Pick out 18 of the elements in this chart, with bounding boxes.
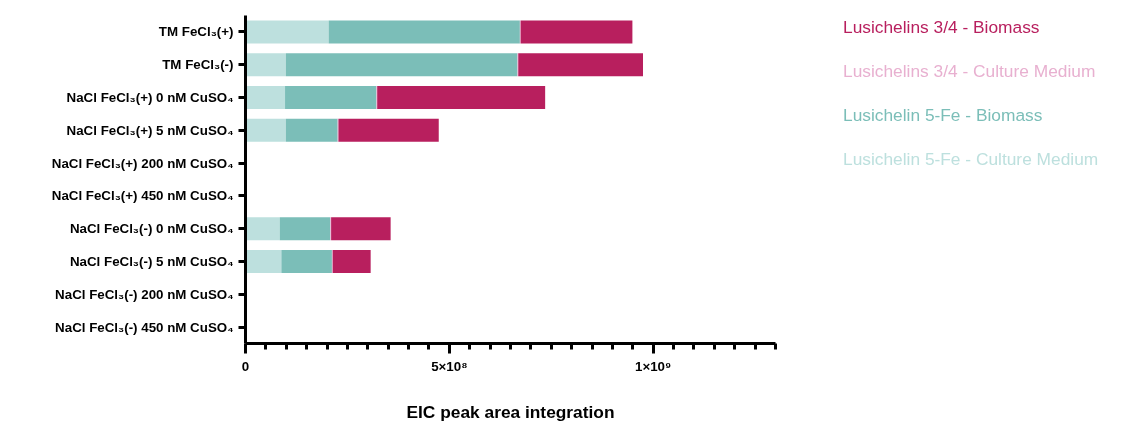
y-tick-label: NaCl FeCl₃(-) 5 nM CuSO₄ — [69, 254, 234, 269]
y-tick-label: NaCl FeCl₃(+) 5 nM CuSO₄ — [66, 122, 234, 138]
y-tick-label: NaCl FeCl₃(+) 450 nM CuSO₄ — [51, 188, 234, 204]
x-tick-label: 1×10⁹ — [635, 358, 672, 374]
text: Lusichelin 5-Fe - Biomass — [843, 105, 1043, 126]
y-tick-label: TM FeCl₃(+) — [158, 24, 234, 40]
y-tick-label: NaCl FeCl₃(+) 0 nM CuSO₄ — [66, 90, 234, 105]
y-tick-label: NaCl FeCl₃(+) 200 nM CuSO₄ — [51, 155, 234, 171]
y-tick-label: NaCl FeCl₃(-) 0 nM CuSO₄ — [69, 221, 234, 237]
y-tick-label: NaCl FeCl₃(-) 450 nM CuSO₄ — [55, 319, 234, 335]
x-axis-title: EIC peak area integration — [406, 401, 615, 422]
y-tick-label: TM FeCl₃(-) — [162, 57, 234, 73]
x-tick-label: 5×10⁸ — [431, 358, 468, 374]
text: Lusichelin 5-Fe - Culture Medium — [843, 149, 1099, 170]
text: Lusichelins 3/4 - Culture Medium — [843, 61, 1096, 82]
text: Lusichelins 3/4 - Biomass — [843, 17, 1040, 38]
x-tick-label: 0 — [241, 358, 250, 374]
y-tick-label: NaCl FeCl₃(-) 200 nM CuSO₄ — [55, 286, 234, 302]
